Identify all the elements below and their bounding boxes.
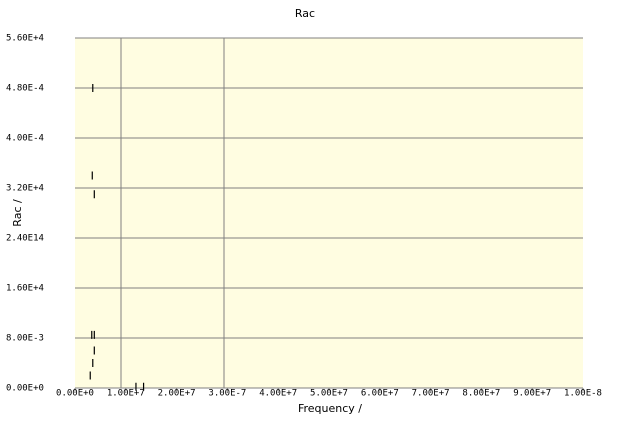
y-tick-label: 0.00E+0 [6, 384, 44, 394]
x-tick-label: 6.00E+7 [361, 389, 399, 399]
x-tick-label: 2.00E+7 [158, 389, 196, 399]
y-tick-label: 4.00E-4 [6, 134, 44, 144]
y-tick-label: 4.80E-4 [6, 84, 44, 94]
x-axis-label: Frequency / [298, 402, 362, 415]
y-axis-label: Rac / [11, 199, 24, 227]
y-tick-label: 5.60E+4 [6, 34, 44, 44]
y-tick-label: 8.00E-3 [6, 334, 44, 344]
x-tick-label: 9.00E+7 [513, 389, 551, 399]
y-tick-label: 2.40E14 [6, 234, 44, 244]
x-tick-label: 3.00E-7 [208, 389, 246, 399]
plot-area [75, 38, 583, 388]
x-tick-label: 0.00E+0 [56, 389, 94, 399]
x-tick-label: 5.00E+7 [310, 389, 348, 399]
x-tick-label: 1.00E+7 [107, 389, 145, 399]
y-tick-label: 3.20E+4 [6, 184, 44, 194]
x-tick-label: 4.00E+7 [259, 389, 297, 399]
y-tick-label: 1.60E+4 [6, 284, 44, 294]
chart-title: Rac [295, 7, 315, 20]
x-tick-label: 1.00E-8 [564, 389, 602, 399]
x-tick-label: 8.00E+7 [462, 389, 500, 399]
x-tick-label: 7.00E+7 [412, 389, 450, 399]
